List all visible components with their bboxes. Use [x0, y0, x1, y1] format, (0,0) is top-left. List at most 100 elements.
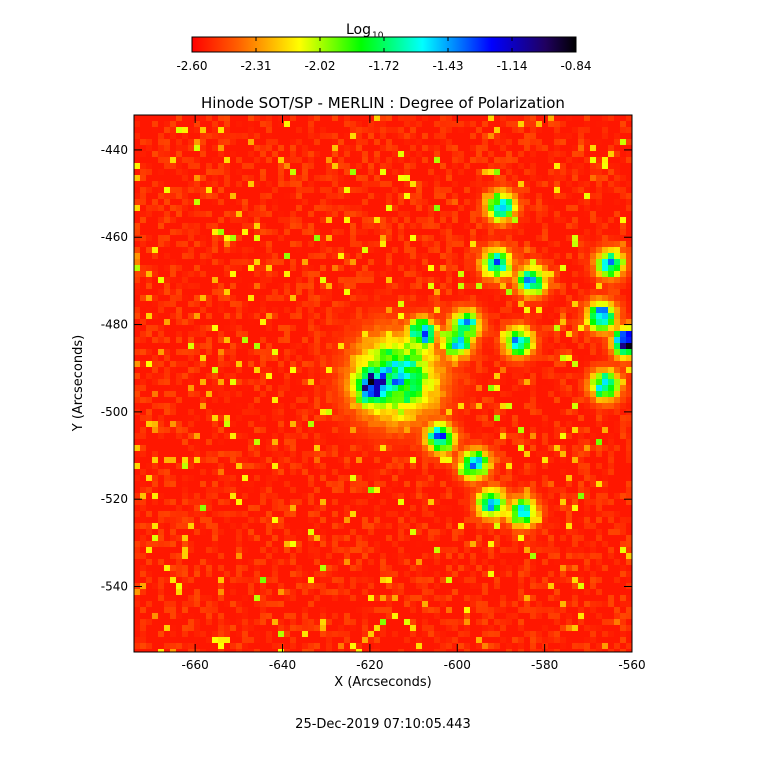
heatmap-cell [524, 397, 530, 403]
heatmap-cell [158, 427, 164, 433]
heatmap-cell [614, 121, 620, 127]
heatmap-cell [602, 319, 608, 325]
heatmap-cell [134, 121, 140, 127]
heatmap-cell [248, 463, 254, 469]
heatmap-cell [368, 307, 374, 313]
heatmap-cell [620, 367, 626, 373]
heatmap-cell [452, 463, 458, 469]
heatmap-cell [608, 205, 614, 211]
heatmap-cell [200, 367, 206, 373]
heatmap-cell [572, 181, 578, 187]
heatmap-cell [134, 145, 140, 151]
heatmap-cell [338, 145, 344, 151]
heatmap-cell [512, 433, 518, 439]
heatmap-cell [224, 259, 230, 265]
heatmap-cell [566, 193, 572, 199]
heatmap-cell [608, 463, 614, 469]
heatmap-cell [170, 181, 176, 187]
heatmap-cell [584, 163, 590, 169]
heatmap-cell [164, 367, 170, 373]
heatmap-cell [452, 193, 458, 199]
heatmap-cell [302, 235, 308, 241]
heatmap-cell [590, 463, 596, 469]
heatmap-cell [608, 157, 614, 163]
heatmap-cell [326, 283, 332, 289]
heatmap-cell [362, 433, 368, 439]
heatmap-cell [440, 121, 446, 127]
heatmap-cell [458, 403, 464, 409]
heatmap-cell [434, 265, 440, 271]
heatmap-cell [188, 247, 194, 253]
heatmap-cell [392, 235, 398, 241]
heatmap-cell [332, 271, 338, 277]
heatmap-cell [566, 139, 572, 145]
heatmap-cell [470, 337, 476, 343]
heatmap-cell [140, 271, 146, 277]
heatmap-cell [566, 283, 572, 289]
heatmap-cell [584, 205, 590, 211]
heatmap-cell [500, 463, 506, 469]
heatmap-cell [500, 433, 506, 439]
heatmap-cell [218, 283, 224, 289]
heatmap-cell [224, 235, 230, 241]
heatmap-cell [590, 301, 596, 307]
heatmap-cell [554, 253, 560, 259]
heatmap-cell [446, 379, 452, 385]
heatmap-cell [140, 415, 146, 421]
heatmap-cell [212, 343, 218, 349]
heatmap-cell [152, 349, 158, 355]
heatmap-cell [170, 391, 176, 397]
heatmap-cell [332, 235, 338, 241]
colorbar-tick-label: -2.02 [304, 59, 335, 73]
heatmap-cell [314, 175, 320, 181]
heatmap-cell [200, 229, 206, 235]
heatmap-cell [428, 241, 434, 247]
heatmap-cell [176, 289, 182, 295]
heatmap-cell [446, 139, 452, 145]
heatmap-cell [602, 265, 608, 271]
heatmap-cell [446, 217, 452, 223]
heatmap-cell [338, 439, 344, 445]
heatmap-cell [296, 205, 302, 211]
heatmap-cell [272, 253, 278, 259]
heatmap-cell [338, 409, 344, 415]
heatmap-cell [626, 151, 632, 157]
heatmap-cell [164, 439, 170, 445]
heatmap-cell [530, 253, 536, 259]
heatmap-cell [626, 265, 632, 271]
heatmap-cell [572, 157, 578, 163]
heatmap-cell [440, 439, 446, 445]
heatmap-cell [542, 241, 548, 247]
heatmap-cell [524, 163, 530, 169]
heatmap-cell [356, 397, 362, 403]
heatmap-cell [296, 127, 302, 133]
heatmap-cell [272, 163, 278, 169]
heatmap-cell [458, 313, 464, 319]
heatmap-cell [380, 319, 386, 325]
heatmap-cell [284, 451, 290, 457]
heatmap-cell [608, 325, 614, 331]
heatmap-cell [182, 265, 188, 271]
heatmap-cell [590, 235, 596, 241]
heatmap-cell [446, 151, 452, 157]
heatmap-cell [140, 187, 146, 193]
heatmap-cell [338, 445, 344, 451]
heatmap-cell [596, 325, 602, 331]
heatmap-cell [170, 403, 176, 409]
heatmap-cell [254, 211, 260, 217]
heatmap-cell [350, 235, 356, 241]
heatmap-cell [356, 349, 362, 355]
heatmap-cell [158, 229, 164, 235]
heatmap-cell [320, 349, 326, 355]
heatmap-cell [398, 193, 404, 199]
heatmap-cell [416, 325, 422, 331]
heatmap-cell [296, 349, 302, 355]
heatmap-cell [464, 133, 470, 139]
heatmap-cell [596, 385, 602, 391]
heatmap-cell [218, 295, 224, 301]
heatmap-cell [272, 469, 278, 475]
heatmap-cell [158, 127, 164, 133]
heatmap-cell [440, 241, 446, 247]
heatmap-cell [518, 271, 524, 277]
heatmap-cell [464, 199, 470, 205]
